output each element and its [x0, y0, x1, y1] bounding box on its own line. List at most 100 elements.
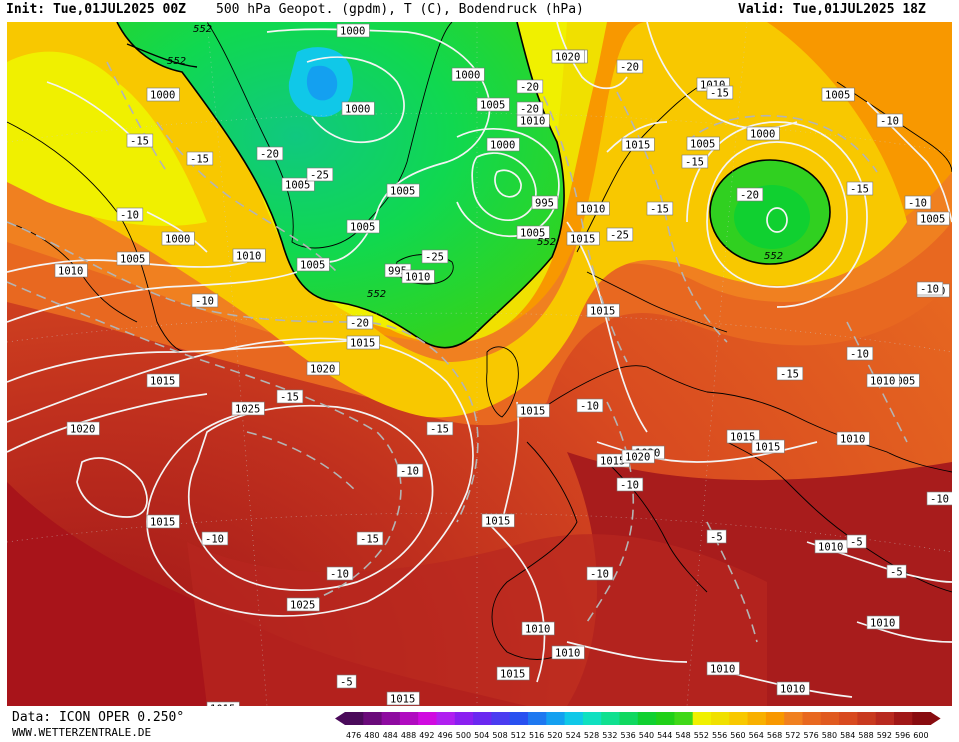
temperature-label: -10 — [326, 566, 354, 581]
pressure-label: 1015 — [206, 701, 240, 707]
svg-text:-5: -5 — [710, 532, 723, 544]
color-scale-swatch — [345, 712, 364, 725]
svg-text:-5: -5 — [340, 677, 353, 689]
temperature-label: -20 — [256, 146, 284, 161]
color-scale-swatch — [436, 712, 456, 725]
temperature-label: -15 — [186, 151, 214, 166]
color-scale-tick-label: 500 — [456, 731, 471, 740]
svg-text:1005: 1005 — [390, 186, 415, 198]
svg-text:-10: -10 — [195, 296, 214, 308]
color-scale-tick-label: 548 — [675, 731, 690, 740]
pressure-label: 1005 — [686, 136, 720, 151]
svg-text:1005: 1005 — [350, 222, 375, 234]
svg-text:1010: 1010 — [580, 204, 605, 216]
pressure-label: 1015 — [726, 429, 760, 444]
pressure-label: 1010 — [401, 269, 435, 284]
temperature-label: -10 — [576, 398, 604, 413]
color-scale-tick-label: 512 — [511, 731, 526, 740]
svg-text:1015: 1015 — [150, 376, 175, 388]
temperature-label: -10 — [616, 477, 644, 492]
field-blue-core — [306, 65, 338, 101]
pressure-label: 1020 — [621, 449, 655, 464]
pressure-label: 1005 — [346, 219, 380, 234]
color-scale-swatch — [729, 712, 749, 725]
color-scale-tick-label: 492 — [419, 731, 434, 740]
color-scale-tick-label: 524 — [566, 731, 581, 740]
pressure-label-layer: 1000 1000 1000 1000 1000 1000 1020 1010 1005 1005… — [54, 23, 950, 707]
svg-text:1015: 1015 — [350, 338, 375, 350]
pressure-label: 1000 — [746, 126, 780, 141]
svg-text:-15: -15 — [430, 424, 449, 436]
pressure-label: 1005 — [296, 257, 330, 272]
color-scale-tick-label: 580 — [822, 731, 837, 740]
svg-text:1015: 1015 — [625, 140, 650, 152]
color-scale-swatch — [564, 712, 584, 725]
pressure-label: 1000 — [146, 87, 180, 102]
color-scale-tick-label: 576 — [804, 731, 819, 740]
svg-text:-25: -25 — [425, 252, 444, 264]
color-scale-tick-label: 532 — [602, 731, 617, 740]
header-bar: Init: Tue,01JUL2025 00Z 500 hPa Geopot. … — [0, 0, 959, 22]
temperature-label: -5 — [846, 534, 867, 549]
temperature-label: -15 — [776, 366, 804, 381]
pressure-label: 1000 — [336, 23, 370, 38]
color-scale-tick-label: 476 — [346, 731, 361, 740]
svg-text:1005: 1005 — [825, 90, 850, 102]
color-scale-swatch — [601, 712, 620, 725]
color-scale-tick-label: 508 — [492, 731, 507, 740]
field-dark-red-sw — [7, 482, 527, 706]
color-scale-swatch — [839, 712, 858, 725]
svg-text:-5: -5 — [850, 537, 863, 549]
pressure-label: 1015 — [621, 137, 655, 152]
color-scale-swatch — [784, 712, 803, 725]
color-scale-tick-label: 556 — [712, 731, 727, 740]
color-scale-legend: 476 480 484 488 492 496 500 504 508 512 516 520 524 5… — [335, 712, 941, 740]
svg-text:1010: 1010 — [236, 251, 261, 263]
color-scale-swatch — [912, 712, 932, 725]
pressure-label: 1015 — [751, 439, 785, 454]
svg-text:1015: 1015 — [570, 234, 595, 246]
pressure-label: 1005 — [116, 251, 150, 266]
color-scale-tick-label: 600 — [913, 731, 928, 740]
color-scale-swatch — [528, 712, 547, 725]
svg-text:-25: -25 — [310, 170, 329, 182]
svg-text:-15: -15 — [360, 534, 379, 546]
svg-text:1025: 1025 — [235, 404, 260, 416]
svg-text:-15: -15 — [650, 204, 669, 216]
color-scale-tick-label: 528 — [584, 731, 599, 740]
color-scale-tick-label: 480 — [364, 731, 379, 740]
graticule — [7, 22, 952, 706]
svg-text:-10: -10 — [400, 466, 419, 478]
svg-text:-5: -5 — [890, 567, 903, 579]
pressure-label: 1010 — [516, 113, 550, 128]
pressure-label: 1010 — [706, 661, 740, 676]
svg-text:1000: 1000 — [455, 70, 480, 82]
pressure-label: 1000 — [161, 231, 195, 246]
svg-text:1015: 1015 — [210, 704, 235, 707]
color-scale-swatch — [656, 712, 675, 725]
color-scale-swatch — [747, 712, 767, 725]
temperature-label: -15 — [356, 531, 384, 546]
temperature-label-layer: -15 -15 -20 -25 -10 -10 -20 -20 -25 -20 -15 -15 -15 -… — [116, 59, 952, 689]
color-scale-tick-label: 484 — [383, 731, 398, 740]
svg-text:1015: 1015 — [500, 669, 525, 681]
color-scale-tick-label: 504 — [474, 731, 489, 740]
coastlines — [7, 22, 952, 660]
temperature-label: -20 — [736, 187, 764, 202]
pressure-label: 1010 — [54, 263, 88, 278]
pressure-label: 1005 — [281, 177, 315, 192]
svg-text:-10: -10 — [908, 198, 927, 210]
color-scale-tick-label: 488 — [401, 731, 416, 740]
color-scale-swatch — [711, 712, 730, 725]
pressure-label: 1015 — [146, 373, 180, 388]
pressure-label: 1015 — [596, 453, 630, 468]
svg-text:-15: -15 — [130, 136, 149, 148]
color-scale-tick-label: 540 — [639, 731, 654, 740]
svg-text:-10: -10 — [930, 494, 949, 506]
pressure-label: 1000 — [451, 67, 485, 82]
isotherms — [7, 61, 908, 643]
valid-time-label: Valid: Tue,01JUL2025 18Z — [738, 2, 926, 17]
svg-text:1010: 1010 — [870, 618, 895, 630]
weather-map[interactable]: 1000 1000 1000 1000 1000 1000 1020 1010 1005 1005… — [7, 22, 952, 706]
color-scale-tick-label: 572 — [785, 731, 800, 740]
